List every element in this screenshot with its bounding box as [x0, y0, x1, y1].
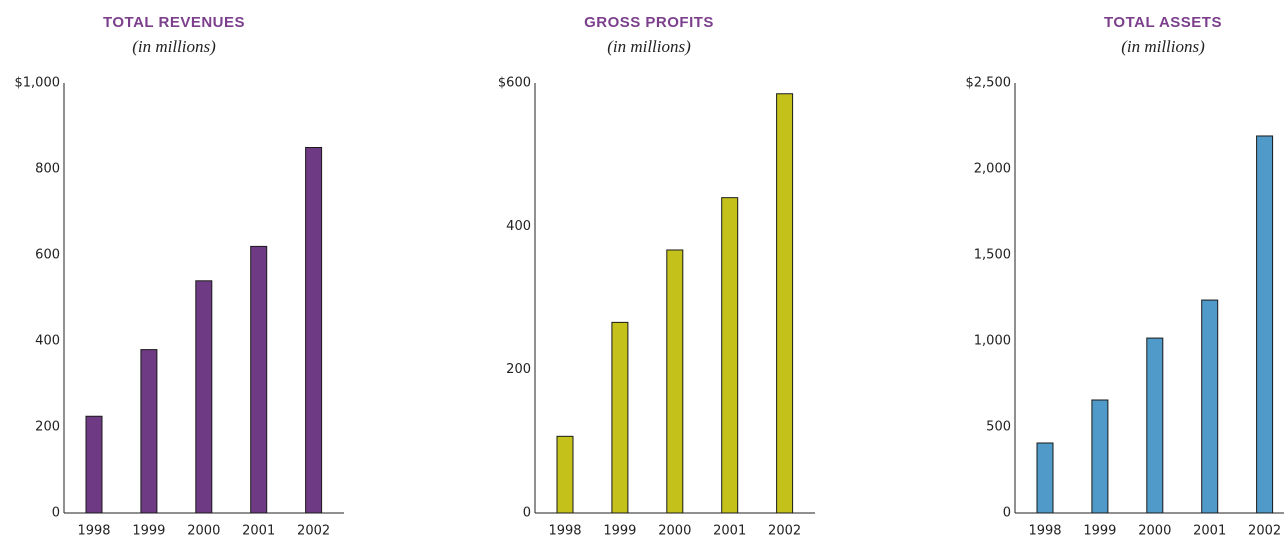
y-tick-label: 400 — [506, 219, 531, 234]
x-tick-label: 2000 — [658, 524, 691, 539]
y-tick-label: 0 — [52, 506, 60, 521]
x-tick-label: 1998 — [1028, 524, 1061, 539]
x-tick-label: 1999 — [1083, 524, 1116, 539]
x-tick-label: 1999 — [132, 524, 165, 539]
chart-title: GROSS PROFITS — [584, 14, 714, 31]
y-tick-label: 0 — [1003, 506, 1011, 521]
y-tick-label: 200 — [506, 362, 531, 377]
bar — [305, 147, 323, 514]
x-tick-label: 1998 — [548, 524, 581, 539]
y-tick-label: 500 — [986, 420, 1011, 435]
x-tick-label: 2001 — [713, 524, 746, 539]
bar — [1256, 135, 1274, 514]
bar — [1091, 399, 1109, 514]
bar — [140, 349, 158, 514]
y-tick-label: $600 — [498, 76, 531, 91]
chart-title: TOTAL REVENUES — [103, 14, 245, 31]
chart-subtitle: (in millions) — [1121, 37, 1205, 56]
x-tick-label: 2002 — [768, 524, 801, 539]
bar — [85, 415, 103, 514]
bar — [666, 249, 684, 514]
y-tick-label: 1,500 — [974, 248, 1011, 263]
x-tick-label: 2002 — [297, 524, 330, 539]
x-tick-label: 2001 — [1193, 524, 1226, 539]
y-tick-label: $1,000 — [15, 76, 61, 91]
bar — [611, 321, 629, 514]
y-tick-label: $2,500 — [966, 76, 1012, 91]
chart-subtitle: (in millions) — [607, 37, 691, 56]
chart-subtitle: (in millions) — [132, 37, 216, 56]
x-tick-label: 2000 — [187, 524, 220, 539]
x-tick-label: 1999 — [603, 524, 636, 539]
y-tick-label: 2,000 — [974, 162, 1011, 177]
bar — [1036, 442, 1054, 514]
bar — [195, 280, 213, 514]
x-tick-label: 2000 — [1138, 524, 1171, 539]
y-tick-label: 0 — [523, 506, 531, 521]
y-tick-label: 800 — [35, 162, 60, 177]
y-tick-label: 600 — [35, 248, 60, 263]
bar — [1146, 337, 1164, 514]
bar — [1201, 299, 1219, 514]
bar — [776, 93, 794, 514]
chart-title: TOTAL ASSETS — [1104, 14, 1222, 31]
y-tick-label: 1,000 — [974, 334, 1011, 349]
x-tick-label: 1998 — [77, 524, 110, 539]
x-tick-label: 2001 — [242, 524, 275, 539]
y-tick-label: 200 — [35, 420, 60, 435]
bar — [556, 435, 574, 514]
y-tick-label: 400 — [35, 334, 60, 349]
x-tick-label: 2002 — [1248, 524, 1281, 539]
bar — [721, 197, 739, 514]
bar — [250, 245, 268, 514]
